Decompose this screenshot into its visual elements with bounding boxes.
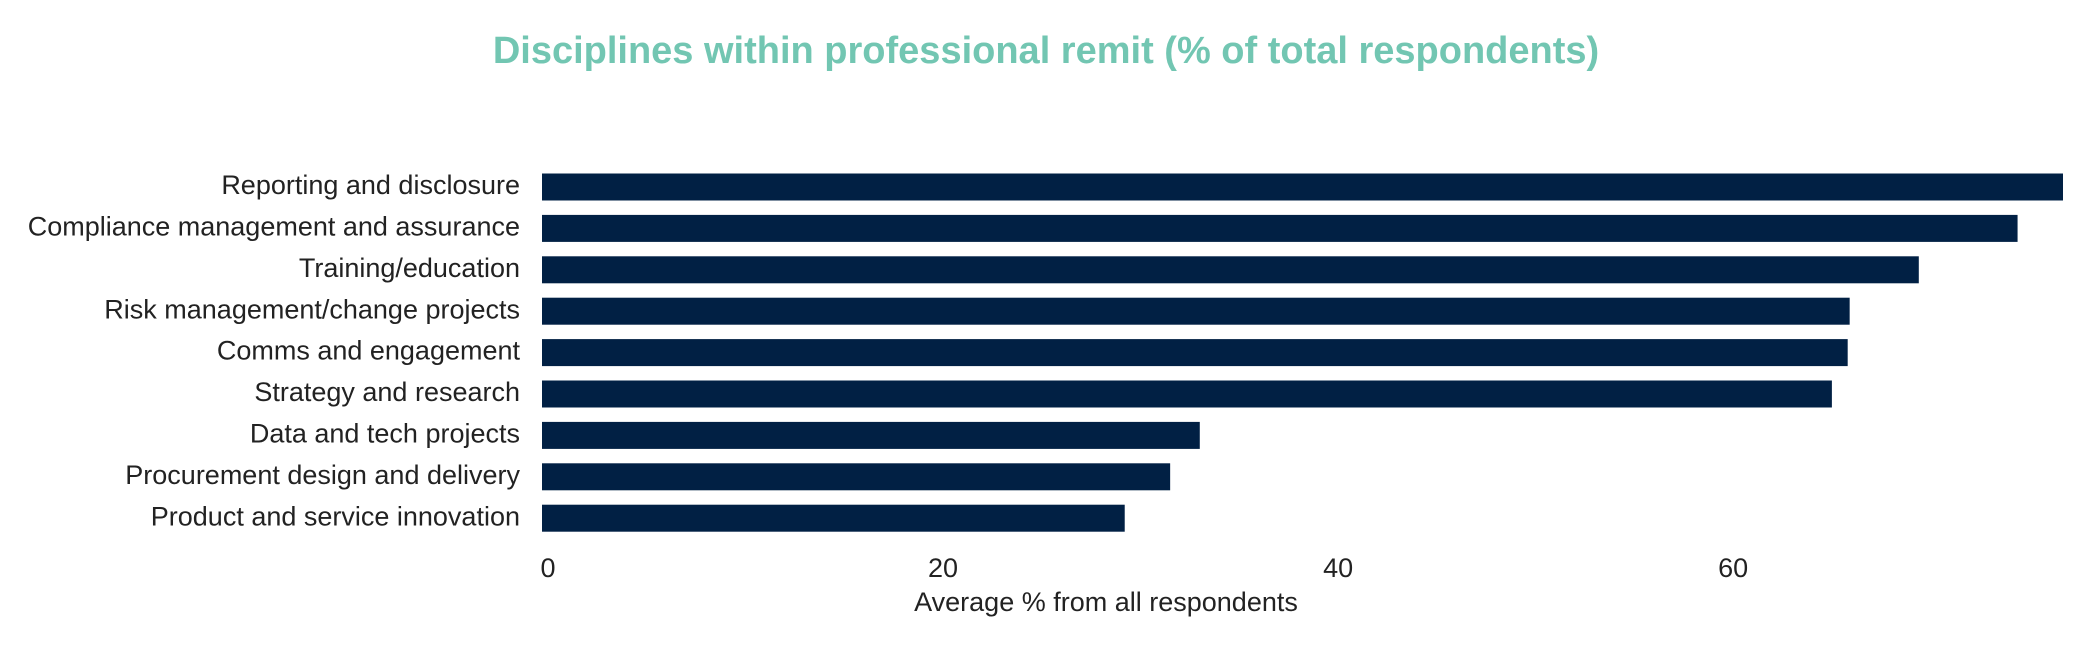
x-tick-label: 20	[928, 553, 958, 583]
bar	[542, 173, 2063, 201]
x-tick-label: 40	[1323, 553, 1353, 583]
y-tick-label: Strategy and research	[254, 377, 520, 407]
bar	[542, 380, 1832, 408]
y-tick-label: Compliance management and assurance	[28, 212, 520, 242]
y-tick-label: Comms and engagement	[217, 336, 521, 366]
bar	[542, 504, 1125, 532]
bar	[542, 256, 1919, 284]
x-tick-label: 0	[540, 553, 555, 583]
bar	[542, 421, 1200, 449]
y-tick-label: Training/education	[299, 253, 520, 283]
chart-title: Disciplines within professional remit (%…	[493, 30, 1599, 72]
y-tick-label: Risk management/change projects	[104, 294, 520, 324]
y-tick-label: Procurement design and delivery	[125, 460, 520, 490]
bar	[542, 339, 1848, 367]
bar	[542, 297, 1850, 325]
y-tick-label: Data and tech projects	[250, 419, 520, 449]
bar	[542, 463, 1171, 491]
y-tick-label: Product and service innovation	[151, 501, 520, 531]
x-axis-label: Average % from all respondents	[914, 587, 1298, 617]
bar	[542, 214, 2018, 242]
y-tick-label: Reporting and disclosure	[221, 170, 520, 200]
x-tick-label: 60	[1718, 553, 1748, 583]
